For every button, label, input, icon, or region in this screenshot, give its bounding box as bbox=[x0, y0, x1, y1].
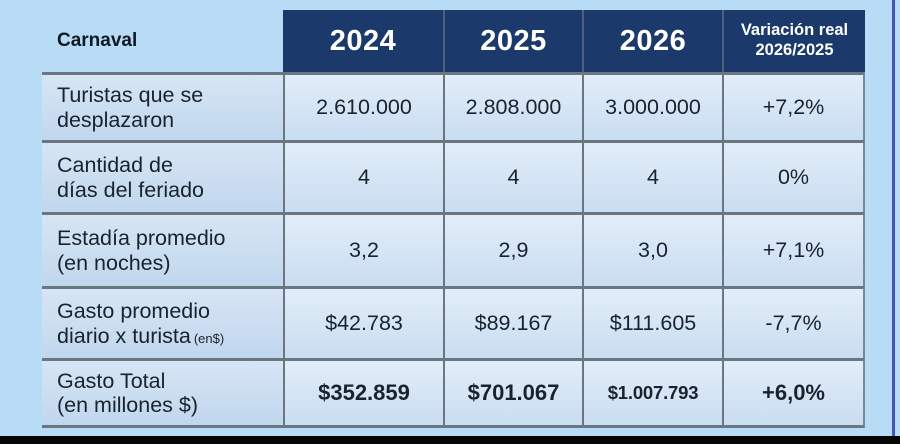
row-label-dias-feriado: Cantidad de días del feriado bbox=[42, 140, 283, 212]
cell-estadia-2026: 3,0 bbox=[582, 212, 722, 286]
bottom-border-bar bbox=[0, 436, 900, 444]
table-title-cell: Carnaval bbox=[42, 10, 283, 72]
cell-gasto-promedio-2025: $89.167 bbox=[443, 286, 582, 358]
cell-gasto-promedio-variation: -7,7% bbox=[722, 286, 865, 358]
cell-gasto-promedio-2026: $111.605 bbox=[582, 286, 722, 358]
cell-estadia-2025: 2,9 bbox=[443, 212, 582, 286]
table-title: Carnaval bbox=[57, 30, 138, 51]
row-label-line1: Gasto promedio bbox=[57, 299, 210, 324]
row-label-line1: Turistas que se bbox=[57, 83, 204, 108]
row-label-note: (en noches) bbox=[57, 250, 171, 275]
row-label-note: (en$) bbox=[193, 330, 225, 346]
column-header-variation: Variación real 2026/2025 bbox=[722, 10, 865, 72]
cell-gasto-total-2026: $1.007.793 bbox=[582, 358, 722, 428]
variation-header-line2: 2026/2025 bbox=[755, 41, 834, 59]
row-label-gasto-promedio: Gasto promedio diario x turista (en$) bbox=[42, 286, 283, 358]
row-label-line2: días del feriado bbox=[57, 177, 205, 202]
row-label-line1: Cantidad de bbox=[57, 153, 173, 178]
row-label-line1: Estadía promedio bbox=[57, 226, 226, 251]
column-header-2026: 2026 bbox=[582, 10, 722, 72]
cell-dias-2024: 4 bbox=[283, 140, 443, 212]
cell-estadia-2024: 3,2 bbox=[283, 212, 443, 286]
row-label-gasto-total: Gasto Total (en millones $) bbox=[42, 358, 283, 428]
row-label-estadia: Estadía promedio (en noches) bbox=[42, 212, 283, 286]
cell-gasto-total-2025: $701.067 bbox=[443, 358, 582, 428]
column-header-2024: 2024 bbox=[283, 10, 443, 72]
cell-turistas-2024: 2.610.000 bbox=[283, 72, 443, 140]
variation-header-line1: Variación real bbox=[740, 21, 849, 40]
cell-turistas-2025: 2.808.000 bbox=[443, 72, 582, 140]
cell-turistas-2026: 3.000.000 bbox=[582, 72, 722, 140]
cell-estadia-variation: +7,1% bbox=[722, 212, 865, 286]
right-edge-line bbox=[892, 0, 895, 444]
row-label-line2: desplazaron bbox=[57, 107, 175, 132]
carnaval-data-table: Carnaval 2024 2025 2026 Variación real 2… bbox=[42, 10, 865, 428]
row-label-note: (en millones $) bbox=[57, 393, 198, 417]
row-label-line1: Gasto Total bbox=[57, 368, 166, 393]
cell-turistas-variation: +7,2% bbox=[722, 72, 865, 140]
column-header-2024-label: 2024 bbox=[329, 24, 397, 57]
row-label-line2: diario x turista (en$) bbox=[57, 323, 225, 348]
cell-dias-2026: 4 bbox=[582, 140, 722, 212]
cell-dias-variation: 0% bbox=[722, 140, 865, 212]
cell-gasto-total-2024: $352.859 bbox=[283, 358, 443, 428]
cell-dias-2025: 4 bbox=[443, 140, 582, 212]
column-header-2025-label: 2025 bbox=[480, 24, 547, 57]
row-label-turistas: Turistas que se desplazaron bbox=[42, 72, 283, 140]
column-header-2025: 2025 bbox=[443, 10, 582, 72]
cell-gasto-total-variation: +6,0% bbox=[722, 358, 865, 428]
column-header-2026-label: 2026 bbox=[619, 24, 687, 57]
cell-gasto-promedio-2024: $42.783 bbox=[283, 286, 443, 358]
